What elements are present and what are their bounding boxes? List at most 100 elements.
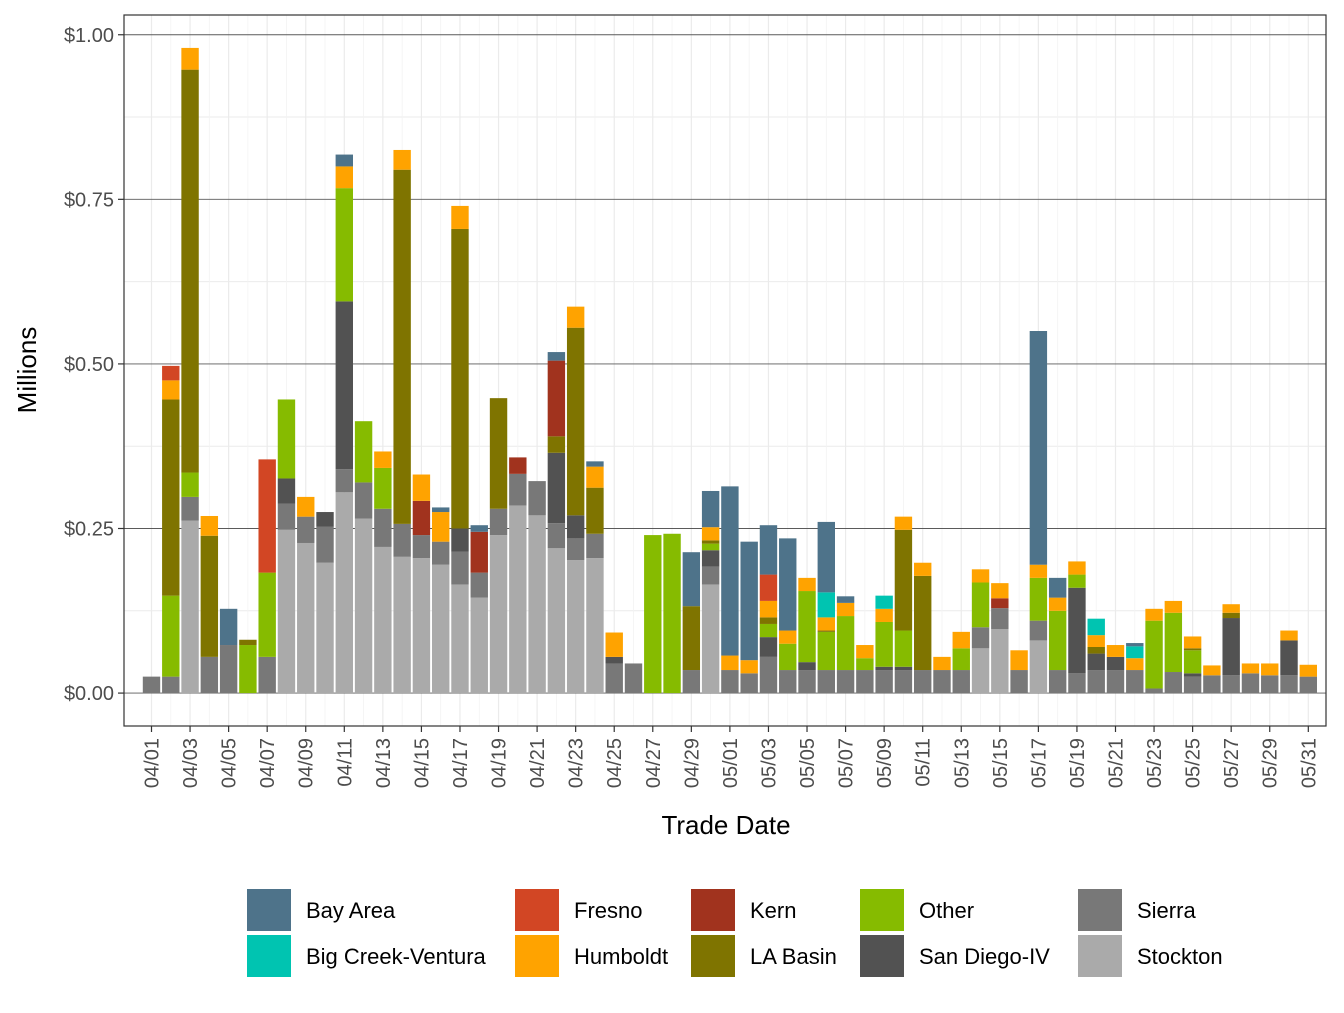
bar-segment-sierra	[142, 676, 161, 694]
bar-stack-05-24	[1164, 600, 1183, 694]
legend-key-swatch	[1078, 889, 1122, 931]
x-tick-label: 04/23	[566, 738, 588, 788]
bar-stack-04-02	[162, 365, 180, 694]
bar-segment-humboldt	[1048, 597, 1067, 611]
bar-segment-sierra	[219, 645, 238, 694]
y-tick-label: $0.25	[64, 519, 114, 541]
legend-item-kern: Kern	[691, 889, 796, 931]
bar-segment-stockton	[991, 629, 1009, 694]
bar-stack-04-16	[432, 507, 450, 694]
bar-segment-other	[894, 630, 913, 667]
bar-segment-sierra	[374, 508, 392, 547]
bar-segment-humboldt	[297, 496, 315, 517]
x-tick-label: 04/17	[450, 738, 472, 788]
x-tick-label: 04/01	[142, 738, 164, 788]
bar-segment-sierra	[162, 676, 180, 694]
bar-segment-other	[663, 533, 681, 694]
bar-segment-sierra	[1145, 688, 1163, 694]
bar-segment-humboldt	[1164, 600, 1183, 613]
legend-item-la-basin: LA Basin	[691, 935, 837, 977]
legend-label: Sierra	[1137, 898, 1196, 923]
bar-segment-other	[952, 648, 970, 671]
legend-item-stockton: Stockton	[1078, 935, 1223, 977]
bar-segment-san-diego-iv	[1106, 656, 1125, 671]
bar-stack-04-27	[644, 535, 662, 694]
legend-key-swatch	[860, 935, 904, 977]
bar-segment-humboldt	[1145, 608, 1163, 621]
bar-segment-humboldt	[1010, 650, 1028, 671]
legend-key-swatch	[247, 935, 291, 977]
bar-stack-04-26	[624, 663, 643, 694]
bar-segment-sierra	[181, 496, 199, 521]
bar-segment-san-diego-iv	[547, 452, 566, 524]
bar-segment-sierra	[1280, 675, 1298, 694]
bar-segment-bay-area	[1126, 643, 1144, 647]
legend-key-swatch	[691, 935, 735, 977]
bar-segment-sierra	[277, 503, 296, 530]
legend-item-other: Other	[860, 889, 974, 931]
bar-stack-05-16	[1010, 650, 1028, 694]
bar-segment-sierra	[991, 608, 1009, 630]
bar-segment-sierra	[451, 551, 469, 585]
legend-label: Stockton	[1137, 944, 1223, 969]
x-tick-label: 04/13	[373, 738, 395, 788]
bar-segment-stockton	[374, 546, 392, 694]
bar-stack-04-12	[354, 421, 373, 694]
x-tick-label: 05/03	[758, 738, 780, 788]
bar-segment-humboldt	[374, 451, 392, 468]
x-tick-label: 04/15	[411, 738, 433, 788]
bar-segment-san-diego-iv	[316, 512, 334, 527]
bar-segment-other	[1145, 620, 1163, 689]
bar-stack-05-09	[875, 595, 893, 694]
bar-segment-la-basin	[162, 399, 180, 596]
bar-stack-05-07	[836, 596, 855, 694]
bar-segment-sierra	[432, 541, 450, 565]
bar-segment-humboldt	[1261, 663, 1279, 676]
bar-segment-humboldt	[952, 631, 970, 649]
bar-segment-big-creek-ventura	[1087, 618, 1105, 636]
bar-stack-04-11	[335, 154, 353, 694]
bar-segment-la-basin	[894, 529, 913, 631]
legend-key-swatch	[1078, 935, 1122, 977]
bar-segment-stockton	[316, 562, 334, 694]
bar-segment-sierra	[354, 482, 373, 519]
bar-stack-05-26	[1203, 665, 1221, 694]
bar-segment-big-creek-ventura	[817, 592, 835, 618]
bar-segment-humboldt	[451, 205, 469, 229]
bar-segment-humboldt	[335, 166, 353, 189]
bar-segment-sierra	[1106, 670, 1125, 694]
bar-segment-stockton	[701, 584, 720, 694]
bar-segment-stockton	[393, 556, 411, 694]
bar-segment-stockton	[489, 535, 508, 694]
x-tick-label: 04/03	[180, 738, 202, 788]
bar-segment-sierra	[952, 670, 970, 694]
bar-stack-04-08	[277, 399, 296, 694]
bar-segment-sierra	[624, 663, 643, 694]
bar-stack-04-29	[682, 552, 701, 694]
bar-segment-humboldt	[1087, 635, 1105, 647]
bar-segment-humboldt	[586, 466, 604, 488]
bar-stack-05-19	[1068, 561, 1086, 694]
bar-segment-sierra	[335, 469, 353, 493]
legend-key-swatch	[515, 935, 559, 977]
bar-segment-other	[798, 591, 816, 663]
bar-segment-sierra	[547, 523, 566, 549]
bar-segment-other	[701, 543, 720, 551]
bar-segment-sierra	[1087, 670, 1105, 694]
bar-stack-04-09	[297, 496, 315, 694]
bar-segment-humboldt	[1222, 604, 1240, 613]
bar-segment-humboldt	[894, 516, 913, 530]
bar-segment-other	[1068, 574, 1086, 588]
bar-segment-humboldt	[991, 583, 1009, 599]
bar-segment-big-creek-ventura	[875, 595, 893, 609]
bar-segment-bay-area	[682, 552, 701, 607]
bar-segment-san-diego-iv	[566, 515, 585, 539]
bar-segment-san-diego-iv	[798, 662, 816, 671]
bar-segment-kern	[509, 457, 527, 474]
bar-segment-stockton	[451, 584, 469, 694]
y-tick-label: $1.00	[64, 25, 114, 47]
x-tick-label: 04/29	[681, 738, 703, 788]
bar-segment-sierra	[1241, 673, 1260, 694]
bar-segment-other	[374, 467, 392, 509]
